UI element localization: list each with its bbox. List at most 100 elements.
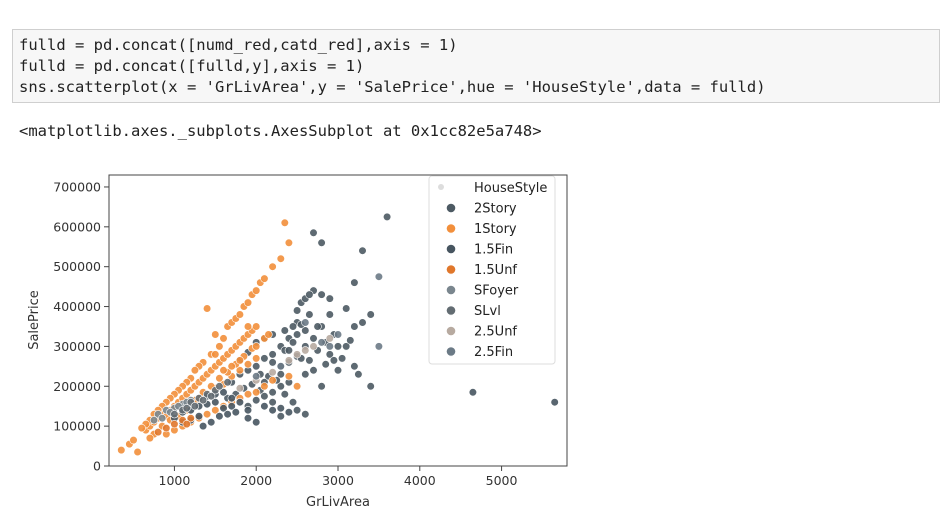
scatter-point xyxy=(117,446,126,455)
scatter-point xyxy=(190,402,199,411)
x-tick-label: 2000 xyxy=(240,473,272,488)
legend-entry-label: 2.5Fin xyxy=(474,345,513,360)
scatter-point xyxy=(329,356,339,365)
scatter-point xyxy=(293,350,302,359)
legend: HouseStyle 2Story 1Story 1.5Fin 1.5Unf SFoye… xyxy=(428,175,556,365)
scatter-point xyxy=(317,238,326,247)
scatter-point xyxy=(215,382,224,391)
code-line-3: sns.scatterplot(x = 'GrLivArea',y = 'Sal… xyxy=(19,78,766,96)
scatter-point xyxy=(243,298,253,307)
scatter-point xyxy=(158,414,167,423)
scatter-point xyxy=(252,362,261,371)
y-tick-label: 700000 xyxy=(53,179,101,194)
scatter-point xyxy=(268,358,277,367)
scatter-point xyxy=(223,378,232,387)
scatter-point xyxy=(317,338,326,347)
scatter-point xyxy=(223,410,232,419)
scatter-point xyxy=(227,394,236,403)
y-tick-label: 100000 xyxy=(53,419,101,434)
scatter-point xyxy=(162,424,171,433)
y-tick-label: 200000 xyxy=(53,379,101,394)
scatter-point xyxy=(317,382,326,391)
legend-entry-label: 2.5Unf xyxy=(474,325,517,340)
scatter-point xyxy=(243,390,253,399)
scatter-point xyxy=(199,396,208,405)
scatter-point xyxy=(293,406,302,415)
legend-entry-label: 1.5Unf xyxy=(474,263,517,278)
scatter-point xyxy=(215,374,224,383)
scatter-point xyxy=(284,356,294,365)
scatter-point xyxy=(305,310,314,319)
scatter-point xyxy=(219,366,228,375)
scatter-point xyxy=(321,360,330,369)
scatter-point xyxy=(333,342,343,351)
scatter-point xyxy=(252,322,261,331)
scatter-point xyxy=(305,356,314,365)
scatter-point xyxy=(309,334,318,343)
scatter-point xyxy=(268,398,277,407)
scatter-point xyxy=(243,360,253,369)
scatter-point xyxy=(288,322,298,331)
legend-marker xyxy=(446,223,456,234)
legend-box xyxy=(428,175,556,365)
scatter-point xyxy=(219,334,228,343)
y-axis-label: SalePrice xyxy=(27,290,42,350)
scatter-point xyxy=(325,350,334,359)
scatter-point xyxy=(203,304,212,313)
x-tick-label: 4000 xyxy=(404,473,436,488)
scatter-point xyxy=(284,408,294,417)
scatter-point xyxy=(260,402,269,411)
points-layer xyxy=(117,212,559,457)
scatter-point xyxy=(235,366,244,375)
scatter-point xyxy=(154,428,163,437)
scatter-point xyxy=(211,330,220,339)
scatter-point xyxy=(207,392,216,401)
scatter-point xyxy=(235,310,244,319)
scatter-point xyxy=(317,290,326,299)
scatter-point xyxy=(190,366,199,375)
scatter-point xyxy=(301,410,310,419)
legend-entry-label: 1.5Fin xyxy=(474,243,513,258)
scatter-point xyxy=(260,392,269,401)
scatter-point xyxy=(260,354,269,363)
scatter-point xyxy=(215,412,224,421)
scatter-point xyxy=(354,370,363,379)
legend-entry-label: 1Story xyxy=(474,222,517,237)
scatter-point xyxy=(284,238,294,247)
scatter-point xyxy=(211,350,220,359)
scatter-point xyxy=(366,382,375,391)
scatter-point xyxy=(199,422,208,431)
scatter-point xyxy=(309,366,318,375)
scatter-point xyxy=(301,326,310,335)
scatter-point xyxy=(219,404,228,413)
code-cell[interactable]: fulld = pd.concat([numd_red,catd_red],ax… xyxy=(12,29,940,103)
scatter-point xyxy=(276,254,285,263)
scatter-point xyxy=(374,272,384,281)
scatter-point xyxy=(235,356,244,365)
scatter-point xyxy=(309,342,318,351)
scatter-point xyxy=(280,390,289,399)
scatter-point xyxy=(149,416,159,425)
scatter-point xyxy=(325,294,334,303)
scatter-point xyxy=(309,228,318,237)
scatter-point xyxy=(170,420,179,429)
scatter-point xyxy=(346,336,355,345)
ticks-layer: 1000 2000 3000 4000 5000 0 100000 200000 300000 4… xyxy=(53,179,517,488)
scatter-point xyxy=(260,274,269,283)
output-repr: <matplotlib.axes._subplots.AxesSubplot a… xyxy=(19,122,542,140)
scatter-point xyxy=(333,330,343,339)
scatter-point xyxy=(325,334,334,343)
scatter-point xyxy=(252,342,261,351)
scatter-point xyxy=(350,278,359,287)
legend-entry-label: SLvl xyxy=(474,304,501,319)
scatter-point xyxy=(276,404,285,413)
scatter-point xyxy=(350,322,359,331)
legend-marker xyxy=(446,285,456,295)
scatter-point xyxy=(252,354,261,363)
scatter-point xyxy=(333,366,343,375)
scatter-point xyxy=(243,406,253,415)
scatter-point xyxy=(235,398,244,407)
scatter-point xyxy=(305,290,314,299)
scatter-point xyxy=(284,372,294,381)
